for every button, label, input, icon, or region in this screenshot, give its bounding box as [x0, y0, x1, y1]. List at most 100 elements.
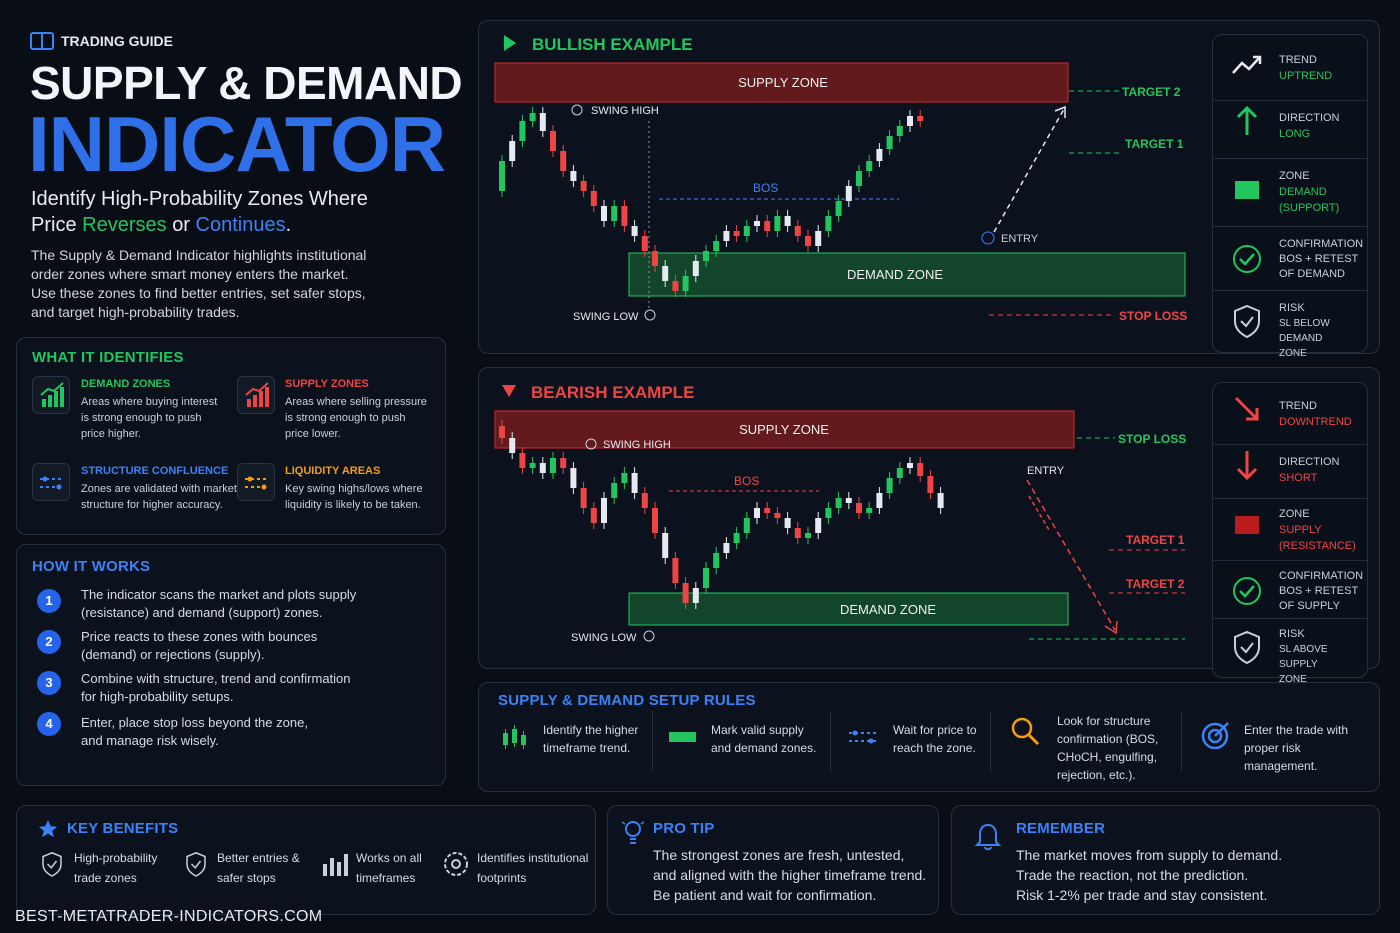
footer-site[interactable]: BEST-METATRADER-INDICATORS.COM — [15, 908, 323, 925]
entry-marker — [981, 231, 995, 245]
identifies-title: WHAT IT IDENTIFIES — [32, 349, 184, 366]
bullish-chart: BULLISH EXAMPLE SUPPLY ZONE DEMAND ZONE … — [494, 35, 1187, 323]
bear-trend-row: TREND DOWNTREND — [1213, 389, 1367, 445]
rule-3: Wait for price to reach the zone. — [839, 711, 991, 771]
candle — [550, 458, 556, 473]
candle — [723, 231, 730, 241]
candle — [907, 116, 913, 126]
candle — [754, 508, 760, 518]
bull-stop: STOP LOSS — [1119, 309, 1187, 323]
bull-swing-high: SWING HIGH — [591, 105, 659, 117]
tip-panel: PRO TIP The strongest zones are fresh, u… — [607, 805, 939, 915]
arrow-up-icon — [1236, 105, 1258, 135]
candle — [631, 226, 638, 236]
candle — [917, 116, 924, 121]
lightbulb-icon — [621, 821, 645, 844]
candle — [733, 231, 740, 236]
candle — [509, 438, 516, 453]
candle — [805, 236, 811, 246]
bull-demand-zone — [628, 252, 1186, 297]
step-1-badge: 1 — [37, 589, 61, 613]
target-icon — [1201, 722, 1229, 750]
candle — [723, 543, 730, 553]
candle — [641, 236, 648, 251]
description: The Supply & Demand Indicator highlights… — [31, 247, 367, 320]
candle — [917, 463, 924, 476]
bull-target2: TARGET 2 — [1122, 85, 1181, 99]
shield-check-icon — [1234, 630, 1260, 665]
shield-check-icon — [186, 851, 206, 877]
candle — [560, 151, 567, 171]
bull-zone-row: ZONE DEMAND (SUPPORT) — [1213, 159, 1367, 227]
rules-title: SUPPLY & DEMAND SETUP RULES — [498, 692, 756, 709]
step-1-text: The indicator scans the market and plots… — [81, 587, 357, 620]
candle — [764, 508, 771, 513]
supply-bars-icon — [237, 376, 275, 414]
benefit-3: Works on all timeframes — [356, 851, 422, 885]
bear-zone-row: ZONE SUPPLY (RESISTANCE) — [1213, 499, 1367, 561]
structure-title: STRUCTURE CONFLUENCE — [81, 465, 229, 477]
rule-4: Look for structure confirmation (BOS, CHoC… — [999, 711, 1182, 782]
step-3-text: Combine with structure, trend and confir… — [81, 671, 351, 704]
tip-title: PRO TIP — [653, 820, 715, 837]
supply-zones-text: Areas where selling pressure is strong en… — [285, 396, 427, 440]
swing-high-marker — [571, 104, 583, 116]
bearish-title: BEARISH EXAMPLE — [531, 383, 694, 402]
candle — [519, 121, 526, 141]
remember-text: The market moves from supply to demand. T… — [1016, 847, 1283, 903]
candle — [692, 588, 699, 603]
bar-chart-icon — [323, 854, 348, 876]
liquidity-icon — [237, 463, 275, 501]
candle — [703, 251, 709, 261]
book-icon — [30, 32, 54, 50]
arrow-down-icon — [1236, 451, 1258, 481]
candle — [601, 206, 607, 221]
candle — [590, 191, 597, 206]
candle — [907, 463, 913, 468]
bullish-title: BULLISH EXAMPLE — [532, 35, 693, 54]
candle — [784, 518, 791, 528]
play-icon — [504, 35, 516, 51]
candle — [550, 131, 556, 151]
magnifier-icon — [1011, 717, 1040, 746]
candle — [856, 503, 862, 513]
identifies-panel: WHAT IT IDENTIFIES DEMAND ZONES Areas wh… — [16, 337, 446, 535]
candle — [601, 498, 607, 523]
candle — [713, 553, 720, 568]
liquidity-text: Key swing highs/lows where liquidity is l… — [285, 483, 423, 511]
candle — [774, 513, 781, 518]
candle — [825, 508, 832, 518]
star-icon — [38, 819, 58, 838]
candle — [703, 568, 709, 588]
candle — [529, 463, 536, 468]
bear-target2: TARGET 2 — [1126, 577, 1185, 591]
candle — [733, 533, 740, 543]
bear-direction-row: DIRECTION SHORT — [1213, 445, 1367, 499]
candle — [743, 518, 750, 533]
bearish-panel: BEARISH EXAMPLE SUPPLY ZONE DEMAND ZONE … — [478, 367, 1380, 685]
candle — [590, 508, 597, 523]
candle — [927, 476, 934, 493]
candle — [570, 468, 577, 488]
bullish-side: TREND UPTREND DIRECTION LONG ZONE DEMAND (SU… — [1212, 34, 1368, 359]
bear-demand-label: DEMAND ZONE — [840, 602, 936, 617]
footprint-icon — [444, 852, 468, 876]
candle — [499, 426, 505, 438]
candle — [764, 221, 771, 231]
bear-supply-zone — [494, 410, 1075, 449]
bull-demand-label: DEMAND ZONE — [847, 267, 943, 282]
bear-confirm-row: CONFIRMATION BOS + RETEST OF SUPPLY — [1213, 561, 1367, 619]
candle — [794, 226, 801, 236]
candle — [754, 221, 760, 226]
candle — [529, 113, 536, 121]
candle — [580, 488, 587, 508]
triangle-down-icon — [502, 385, 516, 397]
demand-zones-text: Areas where buying interest is strong eno… — [81, 396, 218, 440]
candle — [611, 206, 618, 221]
demand-bars-icon — [32, 376, 70, 414]
bear-bos-label: BOS — [734, 474, 759, 488]
candle — [866, 508, 873, 513]
bear-target1: TARGET 1 — [1126, 533, 1185, 547]
tip-text: The strongest zones are fresh, untested,… — [653, 847, 927, 903]
benefit-2: Better entries & safer stops — [217, 851, 300, 885]
